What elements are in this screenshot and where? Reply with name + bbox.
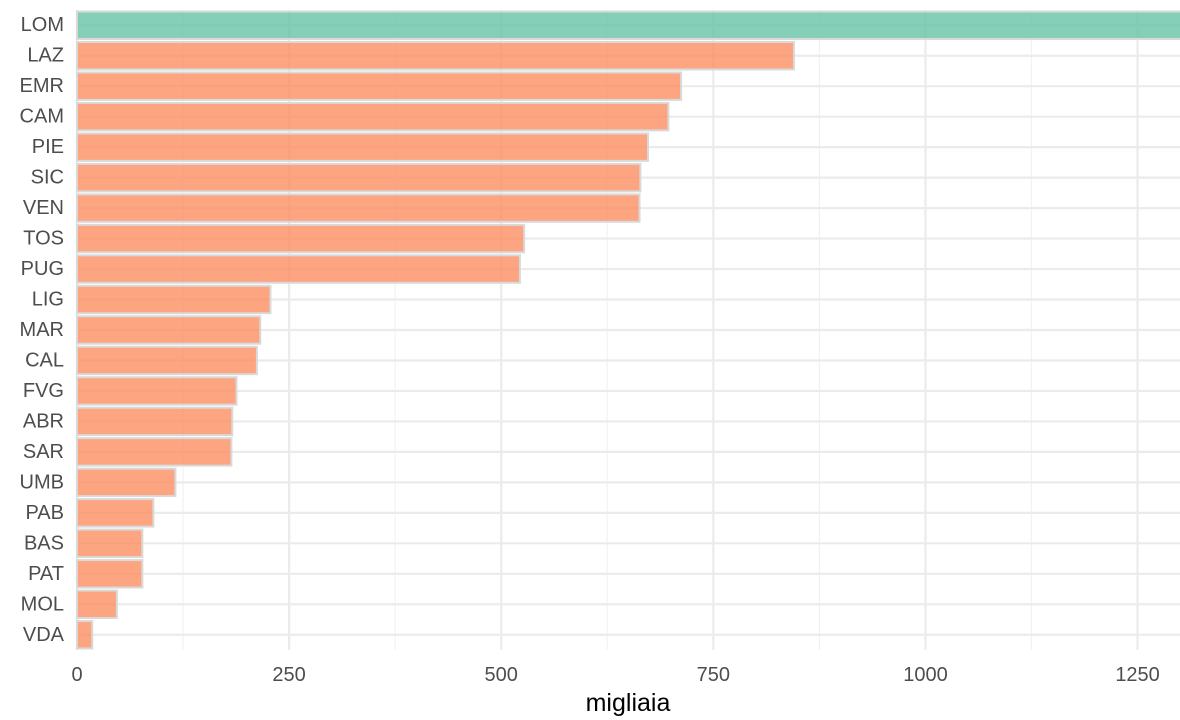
- bar-lom: [76, 10, 1180, 40]
- bar-mol: [76, 589, 118, 619]
- y-tick-label: CAM: [20, 106, 64, 128]
- bar-laz: [76, 41, 795, 71]
- y-tick-label: ABR: [23, 410, 64, 432]
- bar-tos: [76, 223, 526, 254]
- x-tick-label: 750: [697, 664, 730, 686]
- bar-cal: [76, 345, 258, 376]
- y-tick-label: TOS: [23, 228, 64, 250]
- y-tick-label: PAT: [28, 563, 64, 585]
- bar-umb: [76, 467, 177, 498]
- bar-vda: [76, 620, 94, 650]
- y-tick-label: LIG: [32, 289, 64, 311]
- bar-pab: [76, 498, 155, 528]
- x-tick-label: 1250: [1115, 664, 1160, 686]
- y-tick-label: MAR: [20, 319, 64, 341]
- bar-pat: [76, 559, 144, 589]
- y-tick-label: VDA: [23, 624, 65, 646]
- bar-fvg: [76, 376, 238, 406]
- y-tick-label: PAB: [25, 502, 64, 524]
- y-tick-label: FVG: [23, 380, 64, 402]
- y-tick-label: LOM: [21, 14, 64, 36]
- y-tick-label: MOL: [21, 593, 64, 615]
- y-tick-label: UMB: [20, 471, 64, 493]
- y-axis-labels: LOM LAZ EMR CAM PIE SIC VEN TOS PUG LIG MAR CAL FVG A…: [20, 14, 65, 646]
- y-tick-label: SAR: [23, 441, 64, 463]
- y-tick-label: CAL: [25, 349, 64, 371]
- bar-emr: [76, 71, 683, 101]
- bars: [76, 10, 1180, 650]
- x-tick-label: 500: [485, 664, 518, 686]
- bar-pie: [76, 132, 650, 162]
- bar-mar: [76, 315, 262, 345]
- bar-cam: [76, 101, 670, 132]
- bar-sic: [76, 162, 642, 193]
- bar-lig: [76, 284, 272, 315]
- bar-pug: [76, 254, 521, 284]
- x-tick-label: 0: [71, 664, 82, 686]
- bar-ven: [76, 193, 641, 223]
- y-tick-label: VEN: [23, 197, 64, 219]
- y-tick-label: LAZ: [27, 45, 64, 67]
- y-tick-label: PIE: [32, 136, 64, 158]
- y-tick-label: BAS: [24, 532, 64, 554]
- y-tick-label: PUG: [21, 258, 64, 280]
- x-axis-labels: 0 250 500 750 1000 1250: [71, 664, 1159, 686]
- x-tick-label: 250: [272, 664, 305, 686]
- x-axis-title: migliaia: [586, 689, 671, 717]
- y-tick-label: EMR: [20, 75, 64, 97]
- y-tick-label: SIC: [31, 167, 64, 189]
- x-tick-label: 1000: [903, 664, 948, 686]
- bar-abr: [76, 406, 234, 437]
- bar-bas: [76, 528, 144, 559]
- bar-sar: [76, 437, 233, 467]
